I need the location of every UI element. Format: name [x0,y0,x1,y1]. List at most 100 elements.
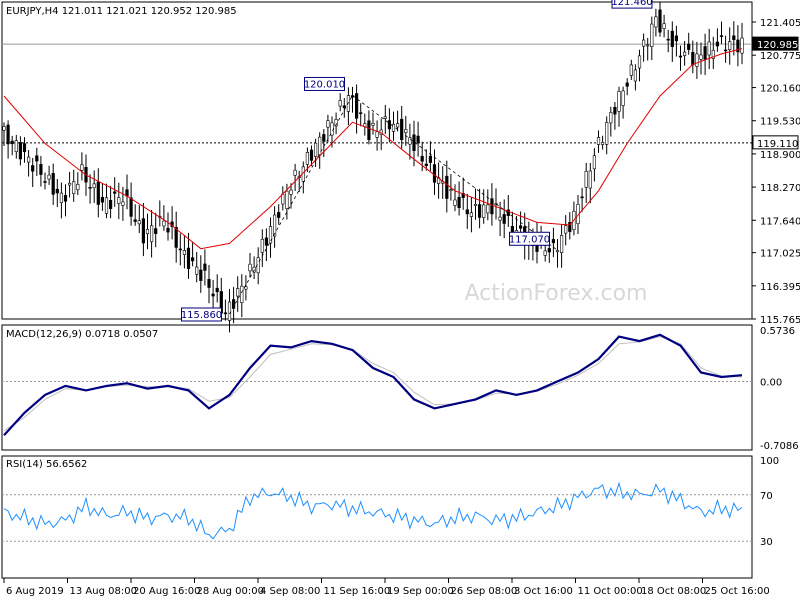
candle-body [600,142,605,145]
candle-body [580,196,584,199]
y-tick-label: 116.395 [760,282,800,293]
candle-body [691,51,695,66]
candle-body [26,156,31,163]
candle-body [506,209,510,216]
candle-body [162,220,166,227]
swing-line [352,95,558,251]
candle-body [670,30,674,47]
price-layer: 121.460 120.010 117.070 115.860 [2,0,752,333]
candle-body [227,301,232,321]
candle-body [268,226,273,244]
candle-body [272,214,277,237]
candle-body [387,120,392,130]
candle-body [195,266,199,275]
candle-body [367,120,371,141]
candle-body [584,171,588,188]
x-tick-label: 20 Aug 16:00 [133,586,200,597]
candle-body [564,225,568,234]
y-tick-label: 117.025 [760,249,800,260]
candle-body [695,53,699,67]
candle-body [133,219,137,222]
rsi-header: RSI(14) 56.6562 [6,459,87,470]
candle-body [236,288,240,297]
candle-body [211,293,215,297]
price-panel-frame [1,1,753,320]
candle-body [371,123,375,126]
candle-body [707,41,711,56]
candle-body [281,193,285,205]
macd-y-label: 0.00 [760,377,782,388]
candle-body [232,299,236,309]
candle-body [555,250,560,253]
candle-body [408,137,412,145]
candle-body [293,169,297,176]
candle-body [482,204,486,218]
candle-body [305,152,310,165]
candle-body [395,123,400,128]
y-tick-label: 115.765 [760,315,800,326]
candle-body [551,239,555,244]
candle-body [80,164,84,171]
candle-body [621,90,625,106]
candle-body [457,196,461,208]
candle-body [432,164,437,183]
x-tick-label: 11 Sep 16:00 [324,586,391,597]
candle-body [703,46,707,60]
candle-body [203,263,207,271]
x-tick-label: 25 Oct 16:00 [705,586,770,597]
candle-body [76,184,80,191]
candle-body [625,82,629,87]
candle-body [100,196,104,203]
candle-body [2,126,6,131]
x-tick-label: 4 Sep 08:00 [260,586,320,597]
candle-body [309,149,314,161]
candle-body [104,197,109,214]
candle-body [461,193,465,198]
candle-body [260,238,264,253]
candle-body [240,285,244,303]
candle-body [375,131,379,138]
candle-body [72,181,76,194]
candle-body [629,64,633,76]
y-tick-label: 120.160 [760,84,800,95]
candle-body [39,164,43,175]
candle-body [666,38,670,41]
candle-body [404,129,408,133]
candle-body [6,124,10,145]
candle-body [109,200,113,209]
candle-body [137,220,141,225]
candle-body [51,173,55,195]
price-box [752,36,799,51]
rsi-line [3,481,743,540]
candle-body [113,191,117,194]
candle-body [141,218,146,244]
candle-body [186,247,191,269]
candle-body [92,183,96,189]
candle-body [121,201,125,206]
candle-body [145,229,150,235]
price-box [752,135,799,150]
macd-panel-frame [1,324,753,451]
candle-body [424,163,428,166]
candle-body [588,170,592,189]
candle-body [715,41,719,47]
candle-body [96,181,100,205]
candle-body [174,227,178,248]
candle-body [330,122,334,136]
macd-layer: 0.5736 0.00 -0.7086 [2,326,799,452]
candle-body [633,69,637,82]
y-tick-label: 120.775 [760,51,800,62]
candle-body [59,192,63,203]
annotation-label: 117.070 [509,234,550,245]
macd-y-label: 0.5736 [760,326,795,337]
candle-body [465,209,469,215]
x-tick-label: 6 Aug 2019 [6,586,64,597]
price-box-label: 120.985 [757,40,798,51]
candle-body [453,199,457,206]
candle-body [637,55,642,69]
candle-body [215,287,219,293]
rsi-layer: 100 70 30 [2,456,779,548]
macd-header: MACD(12,26,9) 0.0718 0.0507 [6,329,158,340]
candle-body [383,116,387,119]
candle-body [596,137,601,145]
